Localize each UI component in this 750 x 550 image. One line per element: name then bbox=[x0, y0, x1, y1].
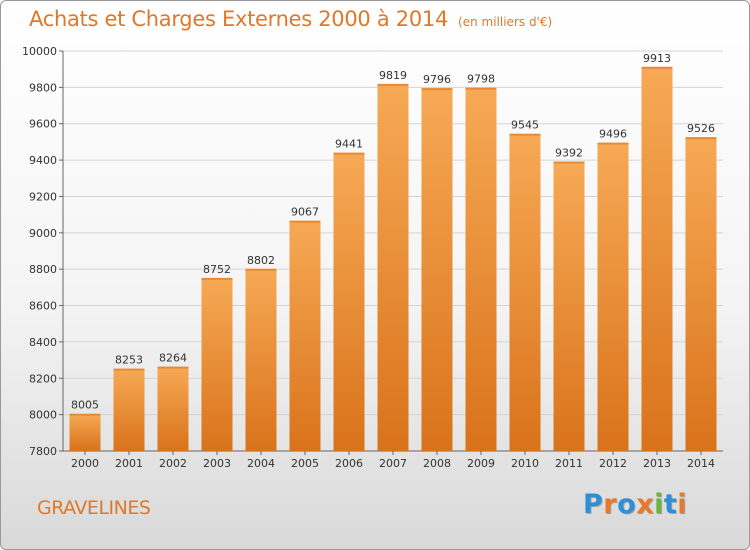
x-tick-label: 2007 bbox=[379, 457, 407, 470]
bar-2012 bbox=[597, 142, 629, 452]
y-tick-label: 9000 bbox=[29, 227, 57, 240]
value-label: 8005 bbox=[71, 399, 99, 412]
x-tick-label: 2010 bbox=[511, 457, 539, 470]
bar-top-edge bbox=[333, 152, 365, 155]
x-tick-label: 2005 bbox=[291, 457, 319, 470]
y-tick-label: 8400 bbox=[29, 336, 57, 349]
bar-top-edge bbox=[157, 366, 189, 369]
logo-letter: x bbox=[636, 489, 655, 520]
bar-2009 bbox=[465, 87, 497, 452]
bar-2011 bbox=[553, 161, 585, 451]
logo-letter: r bbox=[603, 489, 618, 520]
bar-top-edge bbox=[685, 137, 717, 140]
bar-2005 bbox=[289, 220, 321, 451]
bar-2000 bbox=[69, 413, 101, 451]
bar-top-edge bbox=[509, 133, 541, 136]
proxiti-logo: Proxiti bbox=[583, 489, 687, 520]
value-label: 9913 bbox=[643, 52, 671, 65]
y-tick-label: 9400 bbox=[29, 154, 57, 167]
value-label: 9496 bbox=[599, 128, 627, 141]
bar-top-edge bbox=[113, 368, 145, 371]
y-tick-label: 8000 bbox=[29, 409, 57, 422]
y-tick-label: 7800 bbox=[29, 445, 57, 458]
y-tick-label: 9800 bbox=[29, 81, 57, 94]
chart-unit: (en milliers d'€) bbox=[458, 15, 553, 29]
x-tick-label: 2001 bbox=[115, 457, 143, 470]
value-label: 8253 bbox=[115, 354, 143, 367]
x-tick-label: 2009 bbox=[467, 457, 495, 470]
value-label: 9796 bbox=[423, 73, 451, 86]
bar-top-edge bbox=[69, 413, 101, 416]
logo-letter: t bbox=[663, 489, 678, 520]
bars bbox=[69, 66, 717, 452]
x-tick-label: 2004 bbox=[247, 457, 275, 470]
value-label: 9526 bbox=[687, 122, 715, 135]
value-label: 9441 bbox=[335, 138, 363, 151]
bar-top-edge bbox=[201, 277, 233, 280]
bar-2006 bbox=[333, 152, 365, 452]
bar-2003 bbox=[201, 277, 233, 451]
x-tick-label: 2014 bbox=[687, 457, 715, 470]
value-label: 9819 bbox=[379, 69, 407, 82]
y-tick-label: 9600 bbox=[29, 118, 57, 131]
chart-title: Achats et Charges Externes 2000 à 2014 (e… bbox=[29, 7, 552, 31]
x-tick-label: 2002 bbox=[159, 457, 187, 470]
x-tick-label: 2013 bbox=[643, 457, 671, 470]
bar-top-edge bbox=[377, 83, 409, 86]
bar-2004 bbox=[245, 268, 277, 451]
logo-letter: i bbox=[677, 489, 688, 520]
logo-letter: o bbox=[617, 489, 637, 520]
value-label: 8752 bbox=[203, 263, 231, 276]
bar-2002 bbox=[157, 366, 189, 451]
value-label: 9798 bbox=[467, 73, 495, 86]
x-tick-label: 2003 bbox=[203, 457, 231, 470]
x-tick-label: 2008 bbox=[423, 457, 451, 470]
value-label: 8264 bbox=[159, 352, 187, 365]
bar-2001 bbox=[113, 368, 145, 451]
x-tick-label: 2006 bbox=[335, 457, 363, 470]
value-label: 9545 bbox=[511, 119, 539, 132]
y-tick-label: 8600 bbox=[29, 300, 57, 313]
labels: 8005 2000 8253 2001 8264 2002 8752 2003 8802 2004… bbox=[71, 52, 715, 470]
bar-top-edge bbox=[289, 220, 321, 223]
bar-2010 bbox=[509, 133, 541, 451]
bar-2007 bbox=[377, 83, 409, 451]
bar-top-edge bbox=[245, 268, 277, 271]
value-label: 9392 bbox=[555, 147, 583, 160]
y-tick-label: 10000 bbox=[22, 45, 57, 58]
logo-letter: P bbox=[583, 489, 604, 520]
x-tick-label: 2000 bbox=[71, 457, 99, 470]
chart-title-text: Achats et Charges Externes 2000 à 2014 bbox=[29, 7, 449, 31]
bar-top-edge bbox=[597, 142, 629, 145]
bar-2008 bbox=[421, 88, 453, 451]
logo-letter: i bbox=[654, 489, 664, 520]
x-tick-label: 2012 bbox=[599, 457, 627, 470]
value-label: 8802 bbox=[247, 254, 275, 267]
town-name: GRAVELINES bbox=[37, 497, 151, 519]
bar-2014 bbox=[685, 137, 717, 451]
bar-2013 bbox=[641, 66, 673, 452]
y-tick-label: 8800 bbox=[29, 263, 57, 276]
value-label: 9067 bbox=[291, 206, 319, 219]
bar-top-edge bbox=[465, 87, 497, 90]
bar-top-edge bbox=[421, 88, 453, 91]
bar-top-edge bbox=[641, 66, 673, 69]
y-tick-label: 9200 bbox=[29, 190, 57, 203]
x-tick-label: 2011 bbox=[555, 457, 583, 470]
bar-top-edge bbox=[553, 161, 585, 164]
y-tick-label: 8200 bbox=[29, 372, 57, 385]
